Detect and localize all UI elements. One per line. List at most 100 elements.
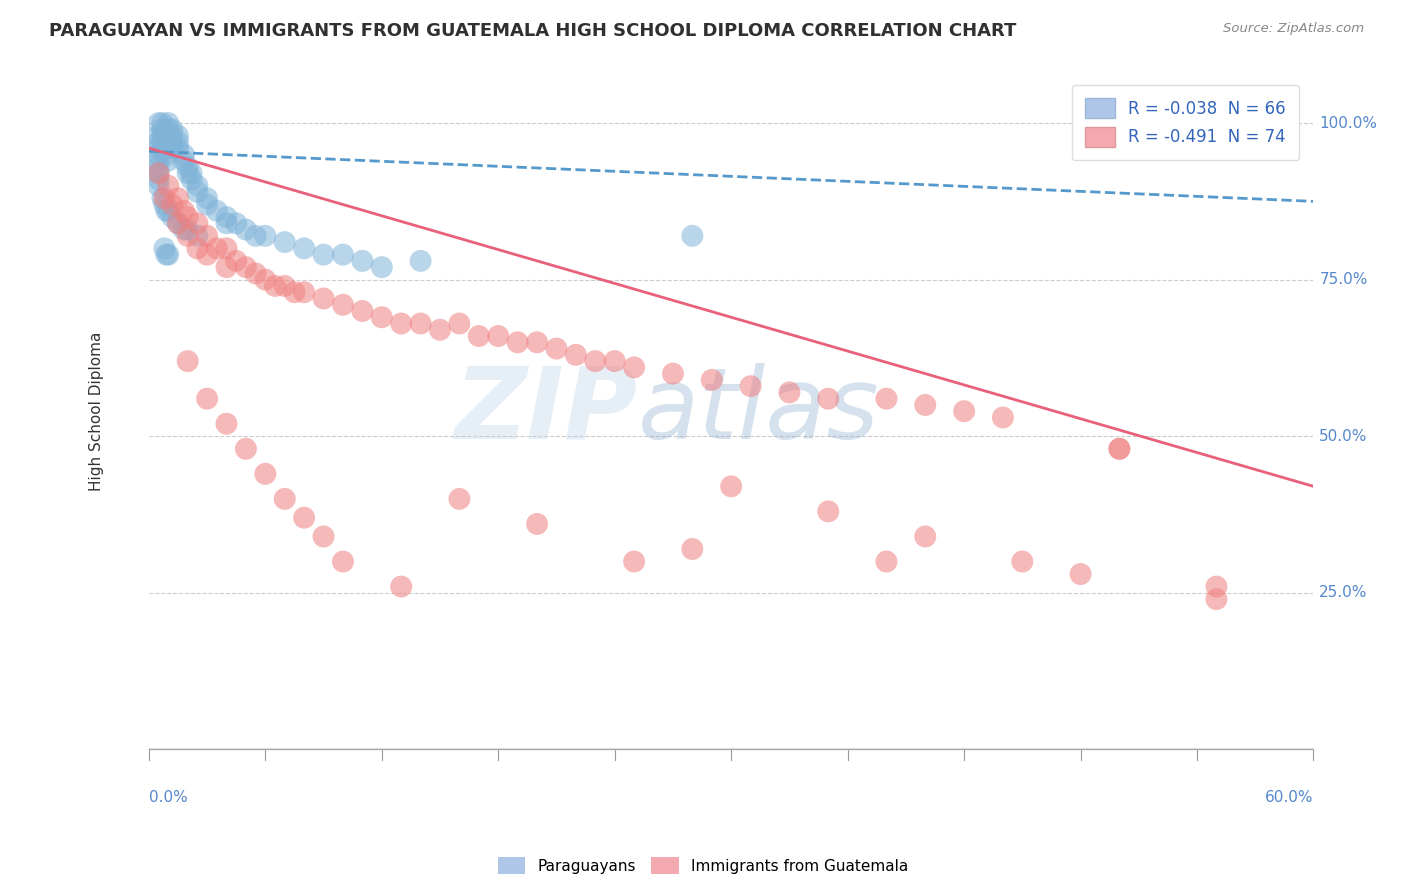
Point — [526, 335, 548, 350]
Point — [195, 191, 218, 205]
Point — [292, 285, 315, 300]
Point — [195, 247, 218, 261]
Point — [235, 442, 257, 456]
Point — [254, 273, 277, 287]
Point — [875, 392, 897, 406]
Point — [148, 178, 170, 193]
Point — [274, 491, 297, 506]
Point — [953, 404, 976, 418]
Point — [176, 228, 198, 243]
Text: 100.0%: 100.0% — [1319, 116, 1378, 130]
Point — [1011, 555, 1033, 569]
Point — [254, 228, 277, 243]
Text: 50.0%: 50.0% — [1319, 429, 1368, 443]
Text: 0.0%: 0.0% — [149, 790, 187, 805]
Point — [176, 210, 198, 224]
Text: 25.0%: 25.0% — [1319, 585, 1368, 600]
Point — [681, 541, 703, 556]
Point — [215, 216, 238, 230]
Point — [167, 128, 190, 143]
Point — [173, 153, 195, 168]
Point — [283, 285, 305, 300]
Point — [148, 141, 170, 155]
Point — [195, 228, 218, 243]
Point — [173, 203, 195, 218]
Point — [215, 417, 238, 431]
Point — [157, 203, 180, 218]
Point — [195, 197, 218, 211]
Point — [409, 317, 432, 331]
Point — [186, 185, 208, 199]
Point — [817, 504, 839, 518]
Point — [274, 279, 297, 293]
Point — [157, 116, 180, 130]
Point — [153, 197, 176, 211]
Text: 75.0%: 75.0% — [1319, 272, 1368, 287]
Point — [180, 166, 202, 180]
Point — [468, 329, 491, 343]
Point — [167, 135, 190, 149]
Point — [225, 216, 247, 230]
Point — [1070, 567, 1092, 582]
Point — [186, 216, 208, 230]
Point — [352, 253, 374, 268]
Point — [153, 241, 176, 255]
Point — [176, 160, 198, 174]
Point — [148, 172, 170, 186]
Point — [148, 166, 170, 180]
Point — [148, 147, 170, 161]
Point — [486, 329, 509, 343]
Point — [565, 348, 588, 362]
Point — [371, 260, 394, 274]
Point — [274, 235, 297, 249]
Point — [155, 203, 177, 218]
Point — [264, 279, 287, 293]
Point — [332, 555, 354, 569]
Point — [235, 222, 257, 236]
Point — [148, 166, 170, 180]
Point — [148, 116, 170, 130]
Point — [429, 323, 451, 337]
Point — [173, 222, 195, 236]
Text: PARAGUAYAN VS IMMIGRANTS FROM GUATEMALA HIGH SCHOOL DIPLOMA CORRELATION CHART: PARAGUAYAN VS IMMIGRANTS FROM GUATEMALA … — [49, 22, 1017, 40]
Point — [157, 135, 180, 149]
Point — [176, 354, 198, 368]
Point — [225, 253, 247, 268]
Point — [157, 147, 180, 161]
Point — [180, 172, 202, 186]
Point — [583, 354, 606, 368]
Point — [409, 253, 432, 268]
Text: 60.0%: 60.0% — [1265, 790, 1313, 805]
Point — [152, 135, 174, 149]
Point — [991, 410, 1014, 425]
Point — [176, 222, 198, 236]
Point — [389, 580, 412, 594]
Point — [1205, 592, 1227, 607]
Point — [152, 191, 174, 205]
Point — [778, 385, 800, 400]
Point — [176, 166, 198, 180]
Point — [157, 153, 180, 168]
Point — [195, 392, 218, 406]
Point — [603, 354, 626, 368]
Point — [245, 228, 267, 243]
Point — [160, 197, 183, 211]
Point — [157, 141, 180, 155]
Point — [148, 135, 170, 149]
Point — [292, 241, 315, 255]
Point — [817, 392, 839, 406]
Point — [526, 516, 548, 531]
Point — [148, 153, 170, 168]
Point — [352, 304, 374, 318]
Point — [205, 241, 228, 255]
Point — [167, 216, 190, 230]
Point — [160, 135, 183, 149]
Point — [449, 491, 471, 506]
Point — [623, 555, 645, 569]
Point — [312, 292, 335, 306]
Point — [157, 247, 180, 261]
Point — [914, 398, 936, 412]
Point — [245, 267, 267, 281]
Point — [449, 317, 471, 331]
Point — [157, 122, 180, 136]
